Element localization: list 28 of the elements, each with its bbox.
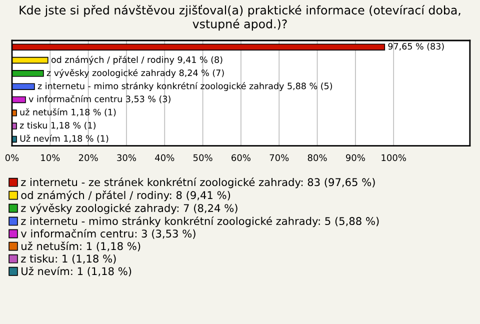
data-label: od známých / přátel / rodiny 9,41 % (8): [51, 56, 222, 65]
legend-label: z vývěsky zoologické zahrady: 7 (8,24 %): [21, 203, 238, 214]
x-tick-label: 30%: [117, 154, 136, 162]
legend-label: z internetu - ze stránek konkrétní zoologické zahrady: 83 (97,65 %): [21, 178, 375, 188]
data-label: z internetu - mimo stránky konkrétní zoologické zahrady 5,88 % (5): [38, 82, 332, 91]
legend-label: z internetu - mimo stránky konkrétní zoologické zahrady: 5 (5,88 %): [21, 216, 379, 228]
legend-label: už netuším: 1 (1,18 %): [22, 242, 140, 252]
x-tick-label: 0%: [5, 154, 19, 162]
data-label: 97,65 % (83): [388, 42, 444, 51]
x-tick-label: 80%: [308, 154, 327, 162]
data-label: už netuším 1,18 % (1): [20, 108, 116, 116]
data-label: Už nevím 1,18 % (1): [20, 134, 108, 143]
legend-label: v informačním centru: 3 (3,53 %): [20, 228, 196, 239]
data-label: z tisku 1,18 % (1): [20, 122, 96, 130]
data-label: z vývěsky zoologické zahrady 8,24 % (7): [46, 68, 224, 78]
x-tick-label: 10%: [41, 154, 60, 162]
x-tick-label: 60%: [232, 154, 250, 162]
chart-title: Kde jste si před návštěvou zjišťoval(a) praktické informace (otevírací doba, vstupné apod.)?: [20, 4, 460, 31]
legend-label: od známých / přátel / rodiny: 8 (9,41 %): [21, 190, 230, 202]
x-tick-label: 70%: [270, 154, 289, 162]
data-label: v informačním centru 3,53 % (3): [28, 95, 170, 104]
x-tick-label: 20%: [78, 154, 98, 162]
legend-label: Už nevím: 1 (1,18 %): [22, 266, 132, 276]
x-tick-label: 40%: [155, 154, 174, 162]
x-tick-label: 90%: [346, 154, 365, 162]
x-tick-label: 100%: [382, 154, 406, 162]
legend-label: z tisku: 1 (1,18 %): [21, 254, 116, 264]
x-tick-label: 50%: [193, 154, 212, 162]
